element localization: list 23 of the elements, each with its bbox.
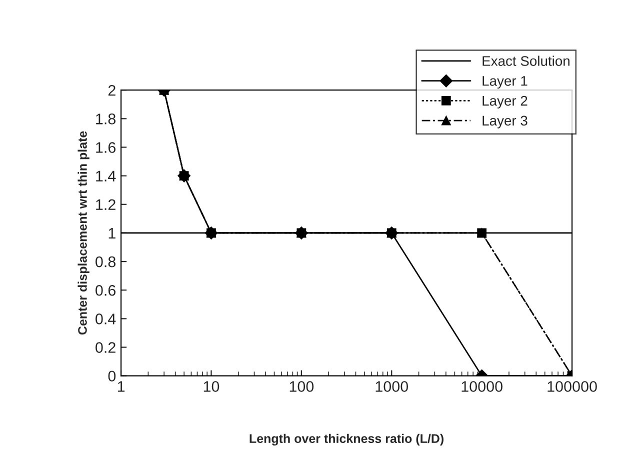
y-tick-label: 1.4	[96, 170, 116, 182]
y-tick-label: 1.6	[96, 142, 116, 153]
y-tick-label: 1.8	[96, 114, 116, 124]
y-axis-title: Center displacement wrt thin plate	[78, 131, 90, 335]
y-tick-label: 0.2	[96, 342, 116, 353]
y-tick-label: 0.6	[96, 284, 116, 296]
y-tick-label: 1.2	[96, 199, 116, 210]
y-tick-label: 0.4	[96, 314, 116, 324]
legend-label: Layer 1	[482, 76, 528, 89]
y-tick-label: 2	[108, 84, 116, 96]
legend-label: Layer 3	[482, 116, 528, 128]
x-tick-label: 1000	[376, 381, 408, 392]
y-tick-label: 0.8	[96, 256, 116, 268]
x-tick-label: 100000	[548, 381, 597, 392]
x-tick-label: 10000	[462, 381, 502, 392]
x-axis-title: Length over thickness ratio (L/D)	[250, 434, 444, 446]
x-tick-label: 100	[290, 381, 314, 392]
x-tick-label: 1	[118, 381, 125, 392]
x-tick-label: 10	[204, 381, 220, 392]
legend-label: Layer 2	[482, 96, 528, 108]
y-tick-label: 1	[108, 228, 116, 238]
y-tick-label: 0	[108, 370, 116, 382]
legend-label: Exact Solution	[482, 56, 570, 66]
